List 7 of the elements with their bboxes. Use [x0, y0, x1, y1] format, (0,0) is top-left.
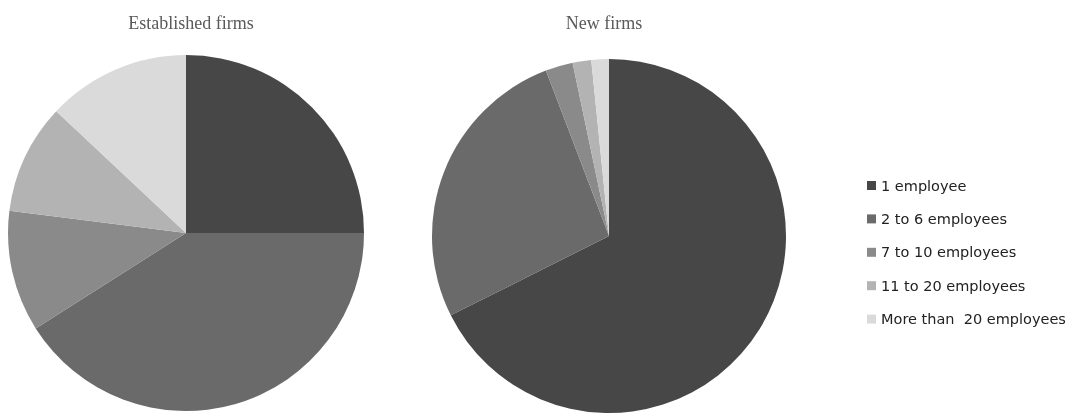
legend-label: 2 to 6 employees — [881, 210, 1007, 227]
legend-label: 1 employee — [881, 177, 967, 194]
slice-label: Established firms — [128, 13, 254, 33]
slice-label: New firms — [565, 13, 643, 33]
legend-label: 7 to 10 employees — [881, 244, 1017, 261]
legend-label: 11 to 20 employees — [881, 277, 1026, 294]
legend-label: More than 20 employees — [881, 311, 1066, 328]
